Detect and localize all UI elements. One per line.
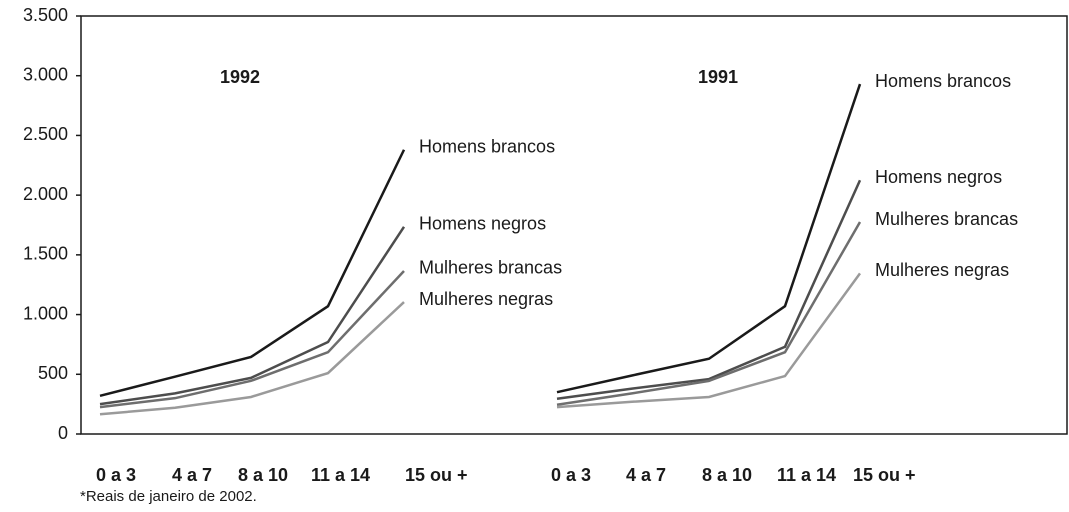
y-tick-label: 1.000 [23,303,68,323]
series-line [556,272,862,409]
series-label: Homens negros [875,167,1002,187]
y-tick-label: 2.000 [23,184,68,204]
x-tick-label: 11 a 14 [311,465,370,485]
series-line [556,221,862,406]
x-tick-label: 15 ou + [405,465,468,485]
x-tick-label: 4 a 7 [172,465,212,485]
series-label: Homens negros [419,214,546,234]
y-tick-label: 500 [38,363,68,383]
series-label: Mulheres negras [875,260,1009,280]
x-tick-label: 0 a 3 [551,465,591,485]
series-label: Homens brancos [875,71,1011,91]
series-label: Mulheres negras [419,289,553,309]
series-label: Mulheres brancas [875,209,1018,229]
plot-frame [80,15,1068,435]
series-line [99,301,405,416]
x-tick-label: 8 a 10 [702,465,752,485]
series-line [556,83,862,394]
x-tick-label: 15 ou + [853,465,916,485]
y-tick-label: 0 [58,423,68,443]
x-tick-label: 4 a 7 [626,465,666,485]
y-tick-label: 3.500 [23,5,68,25]
series-line [556,179,862,401]
y-tick-label: 2.500 [23,124,68,144]
y-tick-label: 3.000 [23,64,68,84]
panel-title: 1991 [698,67,738,87]
series-line [99,226,406,406]
panel-title: 1992 [220,67,260,87]
x-tick-label: 11 a 14 [777,465,836,485]
footnote: *Reais de janeiro de 2002. [80,488,257,505]
y-tick-label: 1.500 [23,244,68,264]
series-label: Homens brancos [419,137,555,157]
series-line [99,270,405,409]
series-line [99,149,406,397]
x-tick-label: 8 a 10 [238,465,288,485]
series-label: Mulheres brancas [419,258,562,278]
x-tick-label: 0 a 3 [96,465,136,485]
